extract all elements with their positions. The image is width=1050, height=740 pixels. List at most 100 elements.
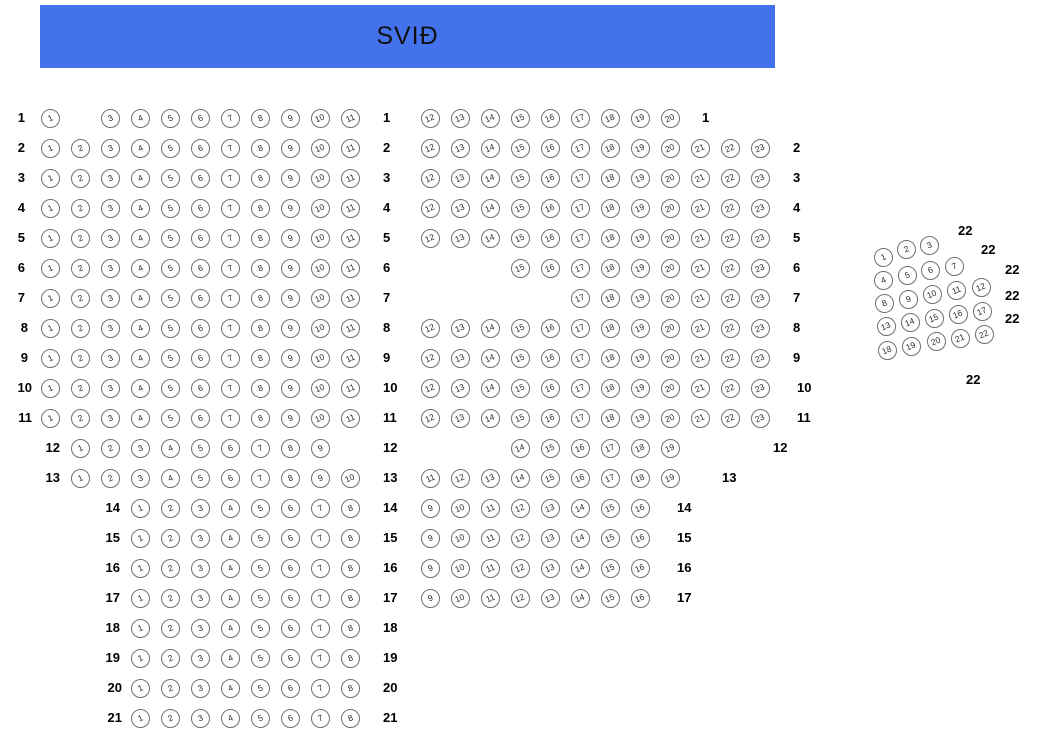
seat[interactable]: 15 [510, 168, 530, 188]
seat[interactable]: 14 [510, 438, 530, 458]
seat[interactable]: 4 [160, 438, 180, 458]
seat[interactable]: 6 [190, 288, 210, 308]
seat[interactable]: 12 [510, 528, 530, 548]
seat[interactable]: 13 [480, 468, 500, 488]
seat[interactable]: 2 [160, 498, 180, 518]
seat[interactable]: 3 [190, 528, 210, 548]
seat[interactable]: 17 [570, 378, 590, 398]
seat[interactable]: 19 [630, 318, 650, 338]
seat[interactable]: 7 [310, 708, 330, 728]
seat[interactable]: 6 [280, 678, 300, 698]
seat[interactable]: 2 [70, 258, 90, 278]
seat[interactable]: 20 [926, 331, 946, 351]
seat[interactable]: 15 [600, 588, 620, 608]
seat[interactable]: 13 [876, 316, 896, 336]
seat[interactable]: 16 [570, 438, 590, 458]
seat[interactable]: 22 [720, 288, 740, 308]
seat[interactable]: 18 [600, 348, 620, 368]
seat[interactable]: 11 [340, 378, 360, 398]
seat[interactable]: 2 [70, 378, 90, 398]
seat[interactable]: 16 [540, 198, 560, 218]
seat[interactable]: 6 [190, 108, 210, 128]
seat[interactable]: 2 [160, 588, 180, 608]
seat[interactable]: 15 [600, 558, 620, 578]
seat[interactable]: 5 [160, 348, 180, 368]
seat[interactable]: 4 [220, 678, 240, 698]
seat[interactable]: 8 [340, 678, 360, 698]
seat[interactable]: 15 [600, 528, 620, 548]
seat[interactable]: 23 [750, 408, 770, 428]
seat[interactable]: 9 [280, 138, 300, 158]
seat[interactable]: 5 [250, 708, 270, 728]
seat[interactable]: 18 [600, 108, 620, 128]
seat[interactable]: 10 [450, 558, 470, 578]
seat[interactable]: 12 [420, 318, 440, 338]
seat[interactable]: 15 [510, 228, 530, 248]
seat[interactable]: 3 [100, 318, 120, 338]
seat[interactable]: 4 [130, 288, 150, 308]
seat[interactable]: 16 [630, 558, 650, 578]
seat[interactable]: 22 [720, 138, 740, 158]
seat[interactable]: 7 [250, 468, 270, 488]
seat[interactable]: 18 [877, 340, 897, 360]
seat[interactable]: 19 [630, 108, 650, 128]
seat[interactable]: 16 [540, 108, 560, 128]
seat[interactable]: 1 [130, 618, 150, 638]
seat[interactable]: 4 [220, 528, 240, 548]
seat[interactable]: 11 [340, 258, 360, 278]
seat[interactable]: 5 [160, 258, 180, 278]
seat[interactable]: 5 [160, 378, 180, 398]
seat[interactable]: 7 [220, 378, 240, 398]
seat[interactable]: 11 [340, 168, 360, 188]
seat[interactable]: 12 [420, 408, 440, 428]
seat[interactable]: 6 [190, 228, 210, 248]
seat[interactable]: 18 [600, 288, 620, 308]
seat[interactable]: 3 [100, 138, 120, 158]
seat[interactable]: 9 [280, 258, 300, 278]
seat[interactable]: 20 [660, 378, 680, 398]
seat[interactable]: 3 [100, 108, 120, 128]
seat[interactable]: 8 [250, 108, 270, 128]
seat[interactable]: 2 [70, 228, 90, 248]
seat[interactable]: 16 [540, 378, 560, 398]
seat[interactable]: 18 [630, 438, 650, 458]
seat[interactable]: 18 [600, 318, 620, 338]
seat[interactable]: 4 [220, 498, 240, 518]
seat[interactable]: 4 [160, 468, 180, 488]
seat[interactable]: 1 [40, 198, 60, 218]
seat[interactable]: 19 [630, 168, 650, 188]
seat[interactable]: 16 [540, 348, 560, 368]
seat[interactable]: 9 [420, 498, 440, 518]
seat[interactable]: 6 [220, 468, 240, 488]
seat[interactable]: 15 [540, 468, 560, 488]
seat[interactable]: 12 [510, 558, 530, 578]
seat[interactable]: 6 [190, 378, 210, 398]
seat[interactable]: 6 [280, 528, 300, 548]
seat[interactable]: 2 [160, 528, 180, 548]
seat[interactable]: 15 [510, 408, 530, 428]
seat[interactable]: 21 [690, 258, 710, 278]
seat[interactable]: 6 [920, 260, 940, 280]
seat[interactable]: 16 [630, 588, 650, 608]
seat[interactable]: 15 [600, 498, 620, 518]
seat[interactable]: 1 [130, 648, 150, 668]
seat[interactable]: 3 [100, 228, 120, 248]
seat[interactable]: 1 [40, 258, 60, 278]
seat[interactable]: 10 [310, 258, 330, 278]
seat[interactable]: 2 [100, 438, 120, 458]
seat[interactable]: 3 [190, 618, 210, 638]
seat[interactable]: 19 [630, 348, 650, 368]
seat[interactable]: 20 [660, 258, 680, 278]
seat[interactable]: 1 [130, 588, 150, 608]
seat[interactable]: 18 [600, 228, 620, 248]
seat[interactable]: 3 [190, 648, 210, 668]
seat[interactable]: 9 [280, 168, 300, 188]
seat[interactable]: 1 [40, 378, 60, 398]
seat[interactable]: 11 [480, 498, 500, 518]
seat[interactable]: 20 [660, 168, 680, 188]
seat[interactable]: 15 [510, 348, 530, 368]
seat[interactable]: 14 [570, 528, 590, 548]
seat[interactable]: 4 [130, 258, 150, 278]
seat[interactable]: 3 [100, 198, 120, 218]
seat[interactable]: 8 [340, 498, 360, 518]
